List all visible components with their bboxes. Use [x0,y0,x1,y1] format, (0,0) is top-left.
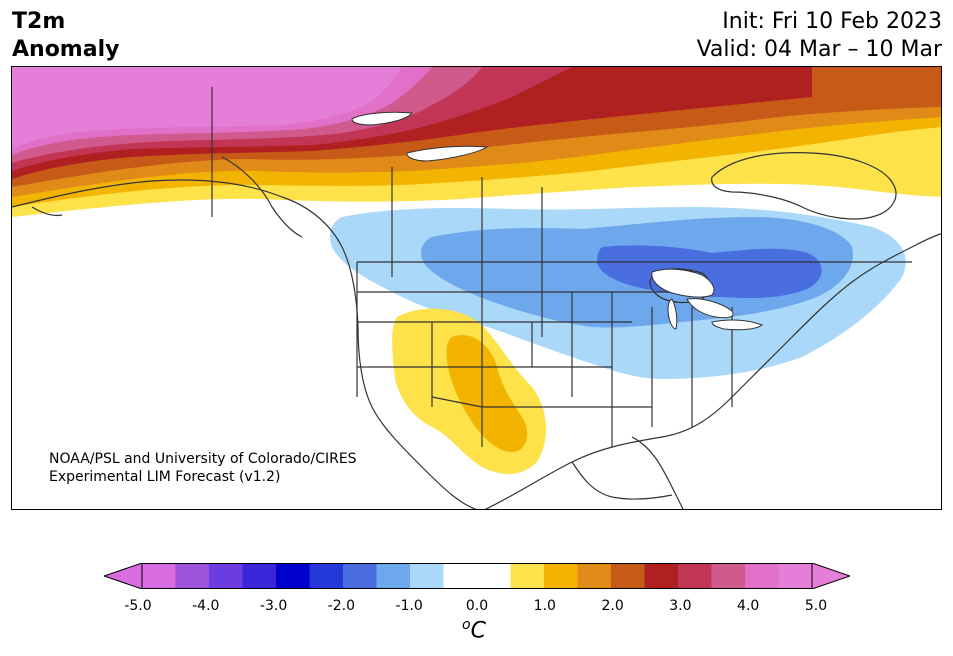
colorbar-tick-label: 1.0 [533,598,556,614]
cold-band-3 [597,245,822,299]
colorbar-cell [510,563,545,589]
colorbar-cell [778,563,813,589]
colorbar-cell [745,563,779,589]
warm-band-9 [12,67,402,149]
units-letter: C [470,618,486,644]
title-line-2: Anomaly [12,37,120,62]
init-date: Init: Fri 10 Feb 2023 [722,9,942,34]
colorbar-tick-label: -1.0 [395,598,423,614]
anomaly-map [11,66,942,510]
colorbar-cell [611,563,645,589]
colorbar-cell [309,563,344,589]
colorbar-tick-label: 0.0 [465,598,489,614]
credit-line-2: Experimental LIM Forecast (v1.2) [49,469,281,485]
colorbar-cell [242,563,277,589]
colorbar-max-extension [811,563,850,589]
colorbar-cell [711,563,746,589]
colorbar-tick-label: 4.0 [737,598,760,614]
colorbar-outline [141,563,813,589]
cold-blob-west [352,212,402,242]
colorbar-cell [577,563,612,589]
colorbar-tick-label: -3.0 [259,598,288,614]
units-label: oC [462,617,486,643]
colorbar-tick-label: -5.0 [124,598,152,614]
valid-range: Valid: 04 Mar – 10 Mar [696,37,942,62]
colorbar-cell [410,563,444,589]
credit-line-1: NOAA/PSL and University of Colorado/CIRE… [49,451,357,467]
colorbar-cell [443,563,478,589]
colorbar-cell [678,563,712,589]
colorbar-tick-label: 3.0 [669,598,692,614]
colorbar-cell [142,563,176,589]
colorbar-cell [544,563,578,589]
title-line-1: T2m [12,9,66,34]
colorbar-cell [209,563,243,589]
colorbar-ticks: -5.0 -4.0 -3.0 -2.0 -1.0 0.0 1.0 2.0 3.0 4.0 5.0 [0,598,953,616]
colorbar-cell [477,563,511,589]
forecast-credit: NOAA/PSL and University of Colorado/CIRE… [49,450,357,486]
great-lakes [351,111,763,331]
colorbar-cell [343,563,377,589]
forecast-info: Init: Fri 10 Feb 2023 Valid: 04 Mar – 10… [697,8,942,64]
map-canvas [12,67,941,509]
sw-warm-2 [446,335,528,452]
colorbar-tick-label: 2.0 [601,598,624,614]
colorbar-min-extension [104,563,143,589]
colorbar [104,563,850,589]
colorbar-tick-label: -2.0 [327,598,356,614]
colorbar-cell [644,563,679,589]
colorbar-tick-label: -4.0 [192,598,220,614]
colorbar-cell [276,563,310,589]
land-outlines [12,87,941,509]
colorbar-cell [175,563,210,589]
map-title: T2m Anomaly [12,8,119,64]
colorbar-tick-label: 5.0 [804,598,828,614]
colorbar-cell [376,563,411,589]
units-degree: o [462,617,471,633]
